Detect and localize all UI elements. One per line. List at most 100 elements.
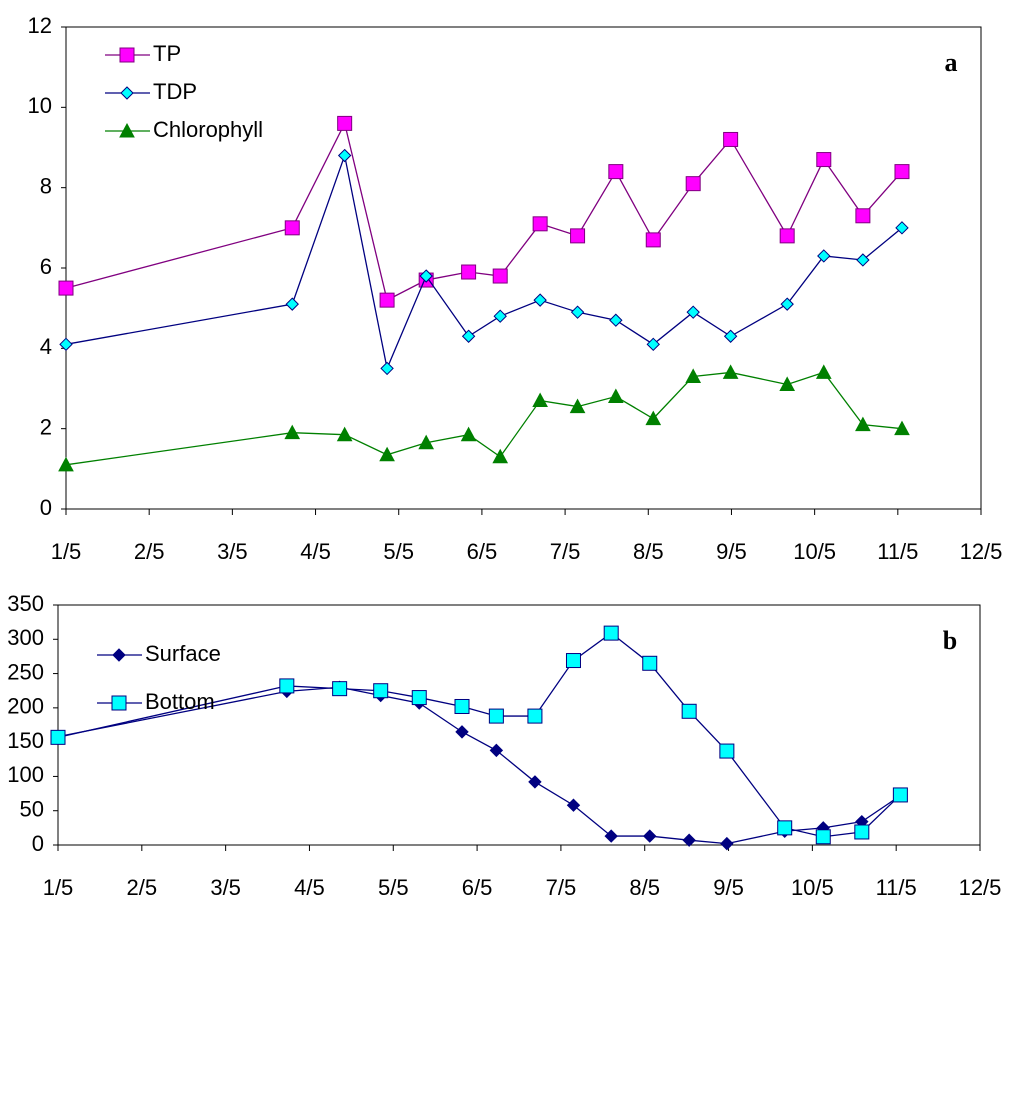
data-point (686, 305, 700, 319)
data-point (609, 313, 623, 327)
y-tick-label: 10 (28, 93, 52, 118)
data-point (723, 329, 738, 343)
x-tick-label: 6/5 (462, 875, 493, 900)
x-tick-label: 9/5 (716, 539, 747, 564)
x-tick-label: 1/5 (51, 539, 82, 564)
data-point (894, 164, 910, 180)
data-point (379, 446, 395, 462)
y-tick-label: 100 (7, 762, 44, 787)
data-point (460, 426, 477, 442)
data-point (607, 388, 624, 404)
data-point (856, 253, 870, 267)
panel-label: a (945, 48, 958, 77)
legend-marker (120, 86, 134, 100)
data-point (58, 456, 74, 472)
data-point (284, 424, 301, 440)
y-tick-label: 50 (20, 797, 44, 822)
data-point (720, 836, 734, 851)
legend-label: Bottom (145, 689, 215, 714)
data-point (419, 269, 433, 283)
y-tick-label: 0 (40, 495, 52, 520)
data-point (779, 228, 795, 244)
data-point (461, 329, 476, 343)
data-point (337, 115, 353, 131)
x-tick-label: 2/5 (134, 539, 165, 564)
data-point (682, 833, 696, 847)
x-tick-label: 8/5 (629, 875, 660, 900)
x-tick-label: 4/5 (300, 539, 331, 564)
series-line (65, 371, 903, 466)
data-point (894, 420, 910, 436)
data-point (855, 416, 871, 432)
data-point (58, 280, 74, 296)
data-point (332, 681, 348, 697)
data-point (532, 216, 548, 232)
data-point (780, 297, 794, 311)
data-point (570, 228, 586, 244)
y-tick-label: 350 (7, 591, 44, 616)
data-point (285, 297, 299, 311)
x-tick-label: 10/5 (791, 875, 834, 900)
y-tick-label: 250 (7, 659, 44, 684)
x-tick-label: 10/5 (793, 539, 836, 564)
data-point (373, 683, 389, 699)
data-point (723, 131, 739, 147)
data-point (411, 690, 427, 706)
data-point (336, 426, 353, 442)
data-point (719, 743, 735, 759)
legend-marker (111, 695, 127, 711)
x-tick-label: 7/5 (550, 539, 581, 564)
data-point (565, 653, 581, 669)
y-tick-label: 200 (7, 694, 44, 719)
data-point (646, 337, 660, 352)
x-tick-label: 5/5 (378, 875, 409, 900)
data-point (461, 264, 477, 280)
data-point (685, 176, 701, 192)
x-tick-label: 3/5 (217, 539, 248, 564)
x-tick-label: 7/5 (546, 875, 577, 900)
data-point (533, 293, 547, 307)
data-point (681, 703, 697, 719)
x-tick-label: 3/5 (210, 875, 241, 900)
data-point (492, 448, 509, 464)
data-point (645, 410, 662, 426)
data-point (454, 698, 470, 714)
data-point (643, 829, 657, 843)
plot-frame (57, 604, 981, 846)
y-tick-label: 300 (7, 625, 44, 650)
data-point (603, 625, 619, 641)
data-point (722, 364, 739, 379)
data-point (284, 220, 300, 236)
data-point (380, 361, 394, 376)
x-tick-label: 6/5 (467, 539, 498, 564)
data-point (608, 164, 624, 180)
legend-marker (112, 648, 126, 662)
legend-label: TP (153, 41, 181, 66)
data-point (685, 368, 702, 383)
data-point (528, 775, 542, 789)
x-tick-label: 11/5 (877, 539, 918, 564)
x-tick-label: 8/5 (633, 539, 664, 564)
y-tick-label: 6 (40, 254, 52, 279)
data-point (489, 743, 504, 758)
x-tick-label: 5/5 (383, 539, 414, 564)
data-point (279, 678, 295, 694)
data-point (569, 398, 586, 414)
y-tick-label: 12 (28, 13, 52, 38)
x-tick-label: 12/5 (959, 875, 1002, 900)
y-tick-label: 8 (40, 173, 52, 198)
data-point (379, 292, 395, 308)
data-point (455, 725, 469, 739)
plot-frame (65, 26, 982, 510)
data-point (779, 376, 796, 391)
data-point (645, 232, 661, 248)
data-point (570, 305, 585, 319)
data-point (815, 364, 832, 379)
data-point (642, 655, 658, 671)
data-point (493, 309, 507, 323)
data-point (527, 708, 543, 724)
data-point (50, 729, 66, 745)
legend-marker (119, 122, 135, 138)
data-point (817, 249, 831, 263)
